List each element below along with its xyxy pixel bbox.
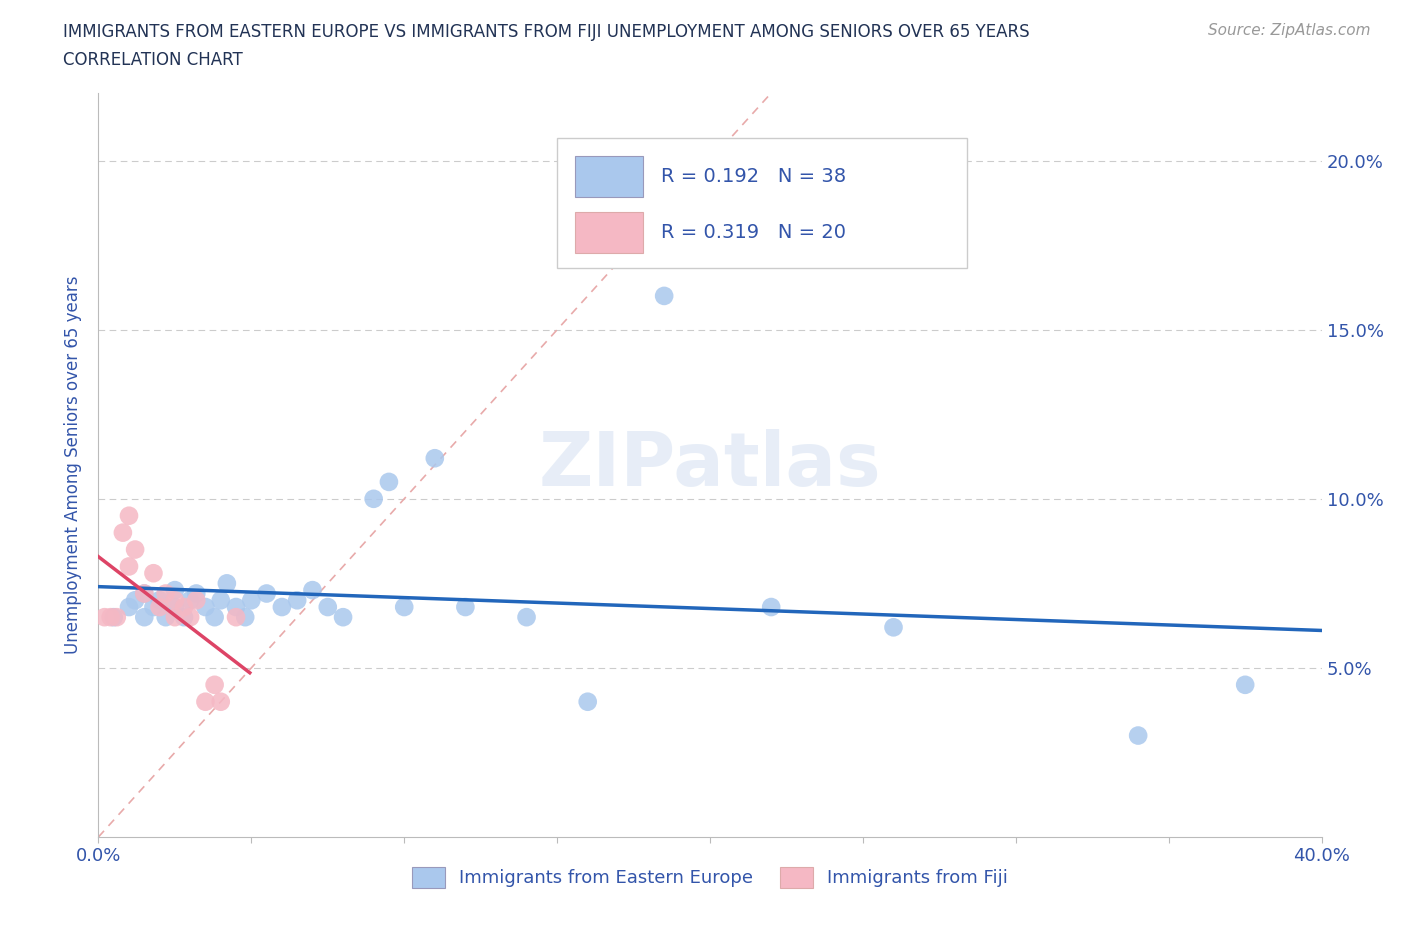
Point <box>105 610 128 625</box>
Point <box>118 559 141 574</box>
Point <box>173 610 195 625</box>
Point <box>209 695 232 710</box>
Text: Source: ZipAtlas.com: Source: ZipAtlas.com <box>1208 23 1371 38</box>
Point <box>134 586 156 601</box>
Point <box>142 565 165 580</box>
Point <box>134 586 156 601</box>
Point <box>209 592 232 607</box>
Point <box>179 592 201 607</box>
Point <box>93 610 115 625</box>
Point <box>118 509 141 524</box>
Point <box>316 600 339 615</box>
FancyBboxPatch shape <box>557 138 967 268</box>
Point <box>1128 728 1150 743</box>
Point <box>225 610 247 625</box>
Point <box>392 600 416 615</box>
Point <box>378 474 401 489</box>
Point <box>149 592 172 607</box>
Point <box>301 583 323 598</box>
Point <box>124 592 146 607</box>
Point <box>256 586 278 601</box>
Point <box>163 600 186 615</box>
Point <box>194 695 217 710</box>
Point <box>759 600 782 615</box>
Text: ZIPatlas: ZIPatlas <box>538 429 882 501</box>
Point <box>270 600 292 615</box>
FancyBboxPatch shape <box>575 156 643 197</box>
Point <box>173 600 195 615</box>
Y-axis label: Unemployment Among Seniors over 65 years: Unemployment Among Seniors over 65 years <box>65 276 83 654</box>
Point <box>142 600 165 615</box>
Point <box>124 542 146 557</box>
Text: CORRELATION CHART: CORRELATION CHART <box>63 51 243 69</box>
Point <box>134 610 156 625</box>
Point <box>332 610 354 625</box>
Point <box>204 610 226 625</box>
Point <box>179 610 201 625</box>
Point <box>285 592 308 607</box>
Point <box>118 600 141 615</box>
Point <box>652 288 675 303</box>
Point <box>883 620 905 635</box>
Point <box>155 610 177 625</box>
FancyBboxPatch shape <box>575 212 643 253</box>
Point <box>204 677 226 692</box>
Point <box>163 610 186 625</box>
Point <box>233 610 256 625</box>
Legend: Immigrants from Eastern Europe, Immigrants from Fiji: Immigrants from Eastern Europe, Immigran… <box>405 859 1015 895</box>
Point <box>363 491 385 506</box>
Text: IMMIGRANTS FROM EASTERN EUROPE VS IMMIGRANTS FROM FIJI UNEMPLOYMENT AMONG SENIOR: IMMIGRANTS FROM EASTERN EUROPE VS IMMIGR… <box>63 23 1029 41</box>
Point <box>516 610 538 625</box>
Point <box>454 600 477 615</box>
Text: R = 0.319   N = 20: R = 0.319 N = 20 <box>661 223 846 243</box>
Point <box>423 451 446 466</box>
Point <box>163 592 186 607</box>
Point <box>186 586 208 601</box>
Point <box>163 583 186 598</box>
Point <box>1234 677 1257 692</box>
Point <box>576 695 599 710</box>
Point <box>100 610 122 625</box>
Point <box>111 525 134 540</box>
Point <box>155 586 177 601</box>
Point <box>186 592 208 607</box>
Point <box>194 600 217 615</box>
Point <box>215 576 238 591</box>
Point <box>103 610 125 625</box>
Text: R = 0.192   N = 38: R = 0.192 N = 38 <box>661 166 846 186</box>
Point <box>149 600 172 615</box>
Point <box>225 600 247 615</box>
Point <box>240 592 263 607</box>
